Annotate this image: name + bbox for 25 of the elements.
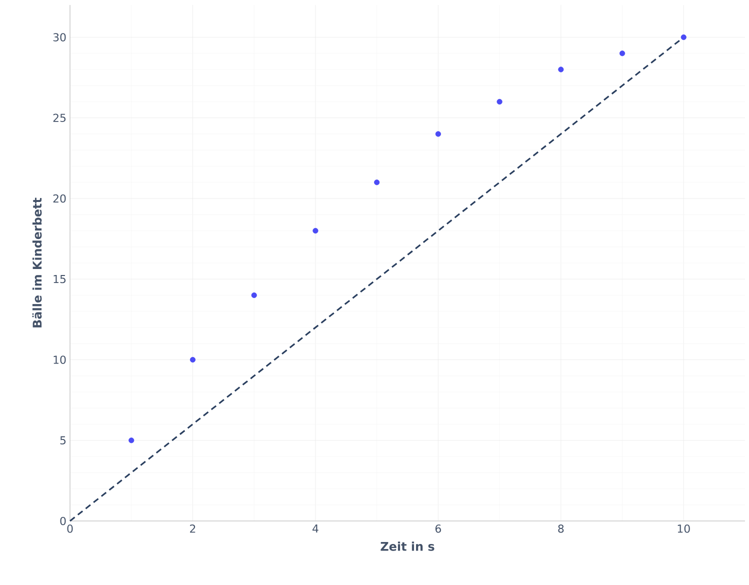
point bbox=[496, 98, 502, 105]
point bbox=[190, 356, 196, 363]
point bbox=[312, 228, 318, 234]
x-tick-label: 2 bbox=[190, 524, 196, 533]
x-tick-label: 0 bbox=[67, 524, 73, 533]
point bbox=[128, 438, 134, 444]
point bbox=[619, 50, 626, 56]
y-tick-label: 5 bbox=[60, 436, 66, 444]
x-tick-label: 8 bbox=[558, 524, 564, 533]
y-tick-label: 25 bbox=[53, 114, 66, 122]
x-tick-label: 4 bbox=[312, 524, 318, 532]
point bbox=[435, 131, 441, 137]
x-axis-title: Zeit in s bbox=[380, 542, 434, 551]
point bbox=[251, 292, 257, 298]
y-tick-label: 10 bbox=[54, 356, 66, 364]
x-tick-label: 6 bbox=[435, 524, 441, 533]
point bbox=[680, 34, 686, 40]
y-axis-title: Bälle im Kinderbett bbox=[32, 198, 42, 328]
y-tick-label: 30 bbox=[53, 33, 66, 42]
point bbox=[558, 66, 564, 72]
y-tick-label: 15 bbox=[54, 275, 66, 284]
y-tick-label: 0 bbox=[60, 516, 66, 526]
y-tick-label: 20 bbox=[53, 194, 66, 203]
point bbox=[374, 180, 380, 186]
x-tick-label: 10 bbox=[678, 524, 690, 533]
